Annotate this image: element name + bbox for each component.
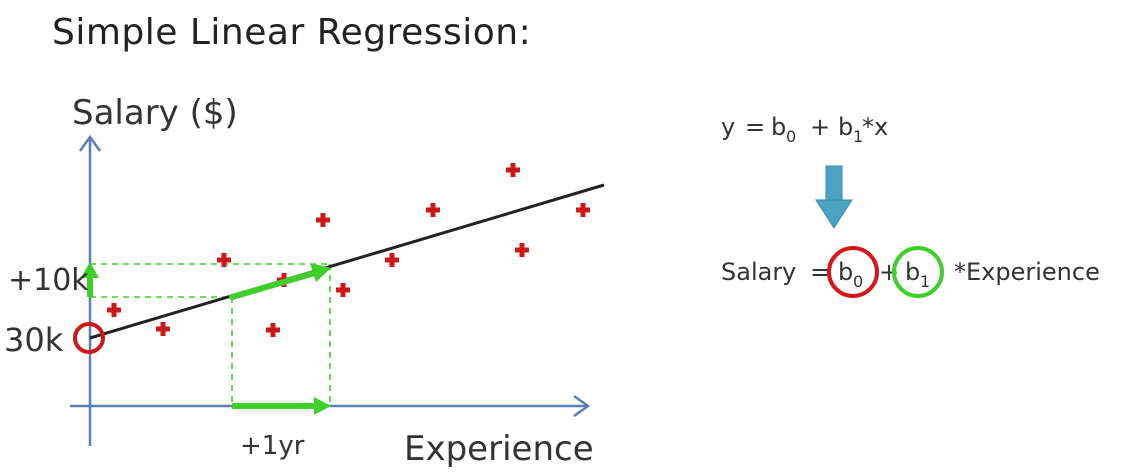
formula-b0: b (771, 113, 786, 141)
regression-line (89, 183, 605, 340)
data-point (316, 213, 330, 227)
formula-salary: Salary (721, 258, 796, 286)
run-label: +1yr (240, 431, 305, 461)
dashed-guides (90, 263, 331, 406)
data-point (515, 243, 529, 257)
slope-arrow (229, 263, 331, 300)
b0-highlight-circle (827, 246, 879, 298)
formula-eq: = (745, 113, 765, 141)
formula-b1-subscript: 1 (853, 127, 863, 146)
rise-arrow (81, 262, 99, 297)
data-point (426, 203, 440, 217)
data-point (506, 163, 520, 177)
x-axis-arrowhead (573, 394, 591, 418)
rise-label: +10k (8, 263, 89, 298)
data-point (217, 253, 231, 267)
formula-plus: + (810, 113, 830, 141)
data-point (266, 323, 280, 337)
formula-salary-b1: b (905, 258, 920, 286)
down-arrow-icon (815, 165, 853, 229)
intercept-label: 30k (4, 321, 64, 359)
intercept-circle (73, 322, 105, 354)
formula-y: y (721, 113, 735, 141)
data-point (336, 283, 350, 297)
data-point (576, 203, 590, 217)
data-point (385, 253, 399, 267)
salary-formula: Salary = b 0 + b 1 *Experience (721, 258, 1100, 291)
x-axis-label: Experience (404, 429, 594, 469)
formula-salary-b1-subscript: 1 (920, 272, 930, 291)
page-title: Simple Linear Regression: (52, 12, 532, 53)
run-arrow (232, 397, 331, 415)
general-formula: y = b 0 + b 1 *x (721, 113, 888, 146)
formula-salary-b0: b (838, 258, 853, 286)
formula-x-term: *x (862, 113, 888, 141)
data-point (156, 322, 170, 336)
formula-salary-eq: = (810, 258, 830, 286)
formula-b1: b (838, 113, 853, 141)
y-axis-label: Salary ($) (72, 93, 238, 133)
formula-salary-experience: *Experience (954, 258, 1100, 286)
data-point (107, 303, 121, 317)
formula-b0-subscript: 0 (786, 127, 796, 146)
formula-salary-b0-subscript: 0 (853, 272, 863, 291)
b1-highlight-circle (892, 246, 944, 298)
data-points (107, 163, 590, 337)
y-axis-arrowhead (78, 134, 102, 152)
